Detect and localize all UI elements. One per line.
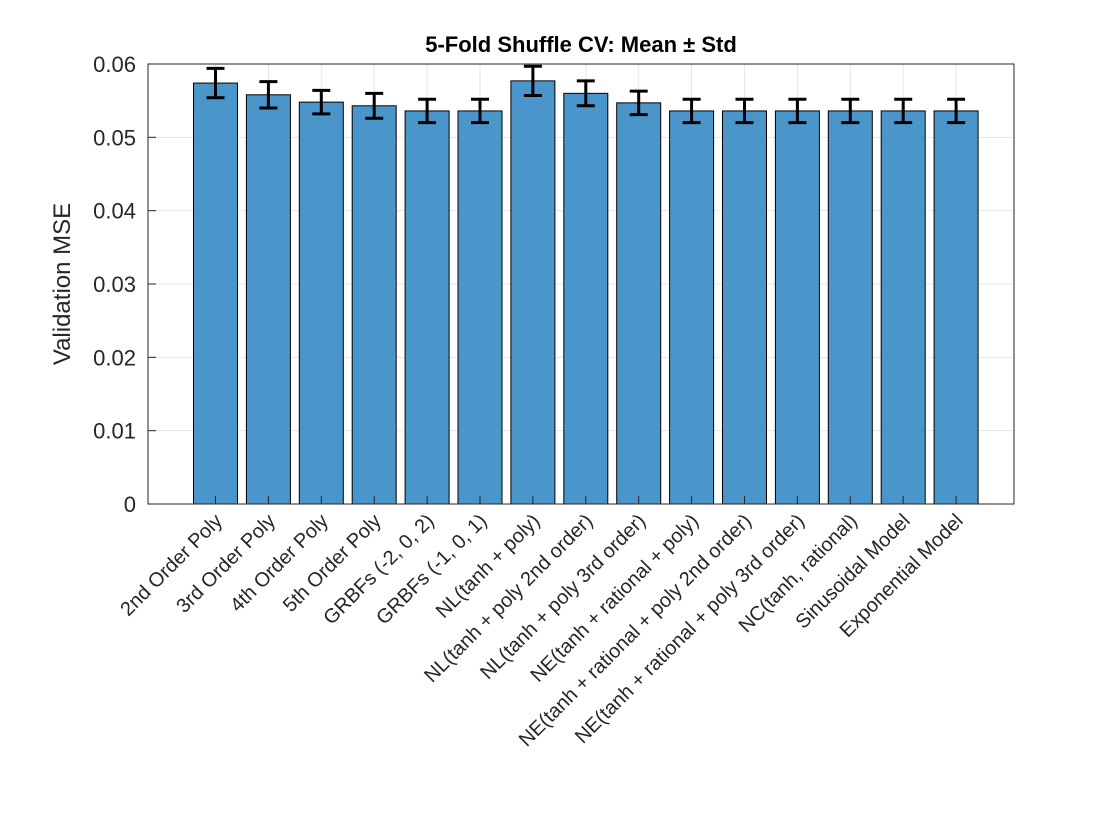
y-axis-label: Validation MSE bbox=[49, 203, 76, 365]
bar bbox=[880, 110, 926, 505]
error-bar bbox=[365, 91, 384, 120]
error-bar bbox=[629, 89, 648, 117]
bar bbox=[298, 101, 344, 505]
y-tick-label: 0 bbox=[124, 492, 136, 517]
y-tick-label: 0.02 bbox=[93, 345, 136, 370]
error-bar bbox=[206, 66, 225, 100]
bar bbox=[457, 110, 503, 505]
y-axis-ticks: 0 0.01 0.02 0.03 0.04 0.05 0.06 bbox=[93, 52, 156, 517]
bar bbox=[510, 80, 556, 505]
bar bbox=[563, 92, 609, 505]
bar bbox=[722, 110, 767, 505]
chart-title: 5-Fold Shuffle CV: Mean ± Std bbox=[425, 32, 737, 57]
y-tick-label: 0.05 bbox=[93, 125, 136, 150]
error-bar bbox=[788, 97, 807, 125]
error-bar bbox=[894, 97, 913, 125]
y-tick-label: 0.01 bbox=[93, 419, 136, 444]
error-bar bbox=[576, 79, 595, 108]
bars bbox=[193, 80, 979, 505]
bar bbox=[351, 105, 397, 505]
bar bbox=[616, 102, 662, 505]
error-bar bbox=[523, 64, 542, 98]
error-bar bbox=[259, 80, 278, 110]
error-bars bbox=[206, 64, 966, 125]
y-tick-label: 0.04 bbox=[93, 199, 136, 224]
bar bbox=[827, 110, 873, 505]
bar bbox=[933, 110, 979, 505]
bar bbox=[193, 82, 238, 505]
error-bar bbox=[841, 97, 860, 125]
bar bbox=[245, 94, 291, 505]
error-bar bbox=[735, 97, 754, 125]
error-bar bbox=[682, 97, 701, 125]
bar bbox=[404, 110, 450, 505]
error-bar bbox=[947, 97, 966, 125]
bar bbox=[774, 110, 820, 505]
y-tick-label: 0.03 bbox=[93, 272, 136, 297]
error-bar bbox=[312, 88, 331, 116]
error-bar bbox=[471, 97, 489, 125]
error-bar bbox=[418, 97, 437, 125]
y-tick-label: 0.06 bbox=[93, 52, 136, 77]
bar bbox=[669, 110, 715, 505]
